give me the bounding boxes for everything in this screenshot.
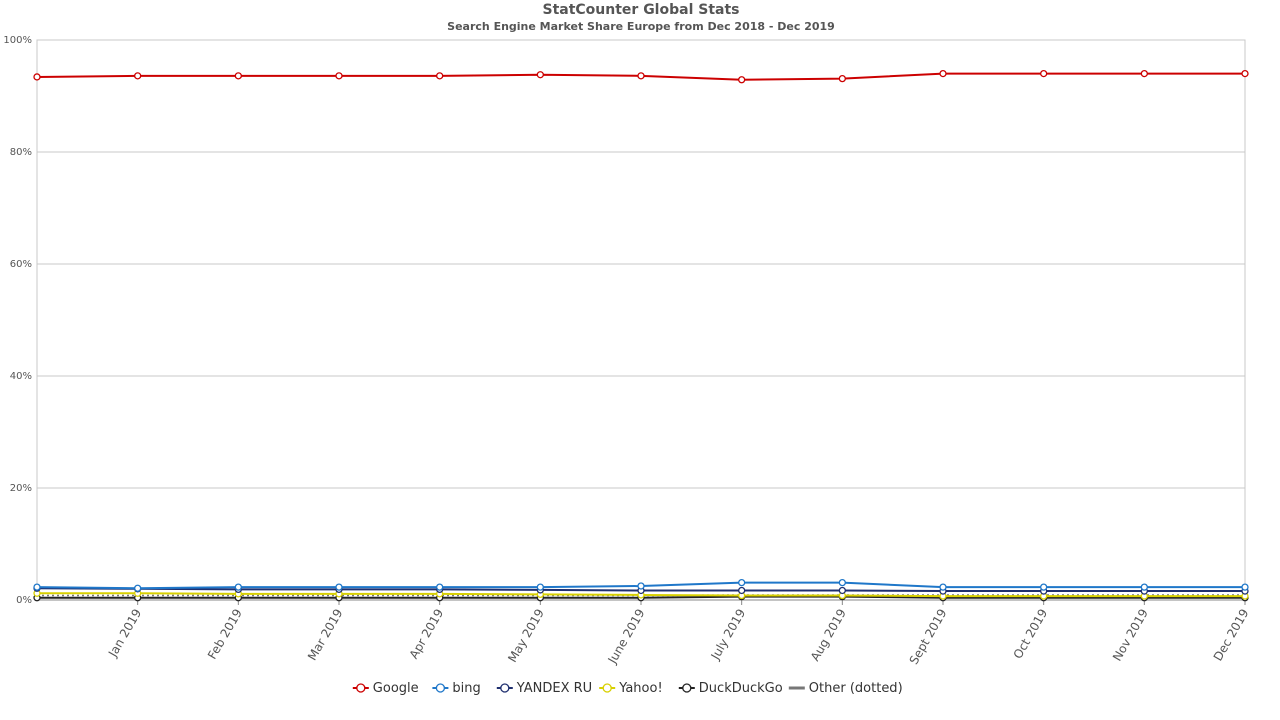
x-tick-label: Sept 2019	[907, 607, 950, 667]
data-point-google	[1040, 69, 1048, 78]
legend-marker-swatch	[356, 683, 366, 693]
x-tick-label: Mar 2019	[305, 607, 346, 663]
chart-subtitle: Search Engine Market Share Europe from D…	[447, 20, 835, 33]
x-tick-label: Dec 2019	[1211, 607, 1252, 664]
data-point-google	[33, 73, 41, 81]
x-tick-label: Jan 2019	[105, 607, 144, 661]
data-point-google	[436, 72, 444, 80]
legend-item-other-dotted[interactable]: Other (dotted)	[788, 681, 903, 696]
x-tick-label: Apr 2019	[407, 607, 447, 662]
y-tick-label: 100%	[3, 35, 32, 46]
chart-title: StatCounter Global Stats	[542, 2, 739, 18]
plot-frame	[36, 39, 1246, 601]
legend-item-bing[interactable]: bing	[432, 681, 481, 696]
y-tick-label: 80%	[10, 147, 32, 158]
x-axis-ticks: Jan 2019 Feb 2019 Mar 2019 Apr 2019 May 2019…	[105, 600, 1252, 667]
data-point-bing	[1241, 583, 1249, 591]
series-lines	[33, 69, 1249, 602]
legend-marker-swatch	[500, 683, 510, 693]
x-tick-label: July 2019	[708, 607, 749, 663]
legend-label: DuckDuckGo	[699, 681, 783, 696]
y-tick-label: 0%	[16, 595, 32, 606]
x-tick-label: Aug 2019	[808, 607, 849, 664]
legend-item-google[interactable]: Google	[352, 681, 419, 696]
data-point-yandex-ru	[738, 586, 746, 595]
data-point-google	[838, 74, 846, 83]
data-point-bing	[335, 583, 343, 591]
data-point-google	[637, 72, 645, 80]
data-point-bing	[939, 583, 947, 591]
data-point-google	[1241, 69, 1249, 78]
legend[interactable]: Google bing YANDEX RU Yahoo! DuckDuckGo Other…	[352, 681, 903, 696]
legend-label: Other (dotted)	[809, 681, 903, 696]
legend-marker-swatch	[602, 683, 612, 693]
data-point-bing	[738, 578, 746, 587]
data-point-bing	[436, 583, 444, 591]
y-axis-ticks: 0% 20% 40% 60% 80% 100%	[3, 35, 32, 606]
legend-label: YANDEX RU	[516, 681, 592, 696]
data-point-bing	[838, 578, 846, 587]
x-tick-label: June 2019	[605, 607, 648, 667]
y-tick-label: 20%	[10, 483, 32, 494]
data-point-google	[939, 69, 947, 78]
legend-marker-swatch	[682, 683, 692, 693]
y-tick-label: 40%	[10, 371, 32, 382]
legend-label: Yahoo!	[618, 681, 662, 696]
legend-label: Google	[373, 681, 419, 696]
data-point-bing	[1040, 583, 1048, 591]
data-point-google	[335, 72, 343, 80]
legend-item-yandex-ru[interactable]: YANDEX RU	[496, 681, 592, 696]
x-tick-label: Oct 2019	[1011, 607, 1051, 662]
data-point-bing	[536, 583, 544, 591]
legend-label: bing	[452, 681, 480, 696]
x-tick-label: Feb 2019	[205, 607, 245, 662]
data-point-bing	[1140, 583, 1148, 591]
x-tick-label: Nov 2019	[1110, 607, 1151, 664]
data-point-bing	[234, 583, 242, 591]
data-point-google	[536, 71, 544, 79]
data-point-bing	[134, 584, 142, 592]
data-point-google	[134, 72, 142, 80]
data-point-yandex-ru	[838, 586, 846, 595]
legend-marker-swatch	[435, 683, 446, 693]
data-point-bing	[637, 582, 645, 590]
data-point-bing	[33, 583, 41, 591]
gridlines	[36, 39, 1246, 601]
data-point-google	[1140, 69, 1148, 78]
legend-item-duckduckgo[interactable]: DuckDuckGo	[678, 681, 783, 696]
y-tick-label: 60%	[10, 259, 32, 270]
x-tick-label: May 2019	[505, 607, 547, 665]
data-point-google	[738, 76, 746, 84]
legend-item-yahoo[interactable]: Yahoo!	[599, 681, 663, 696]
data-point-google	[234, 72, 242, 80]
